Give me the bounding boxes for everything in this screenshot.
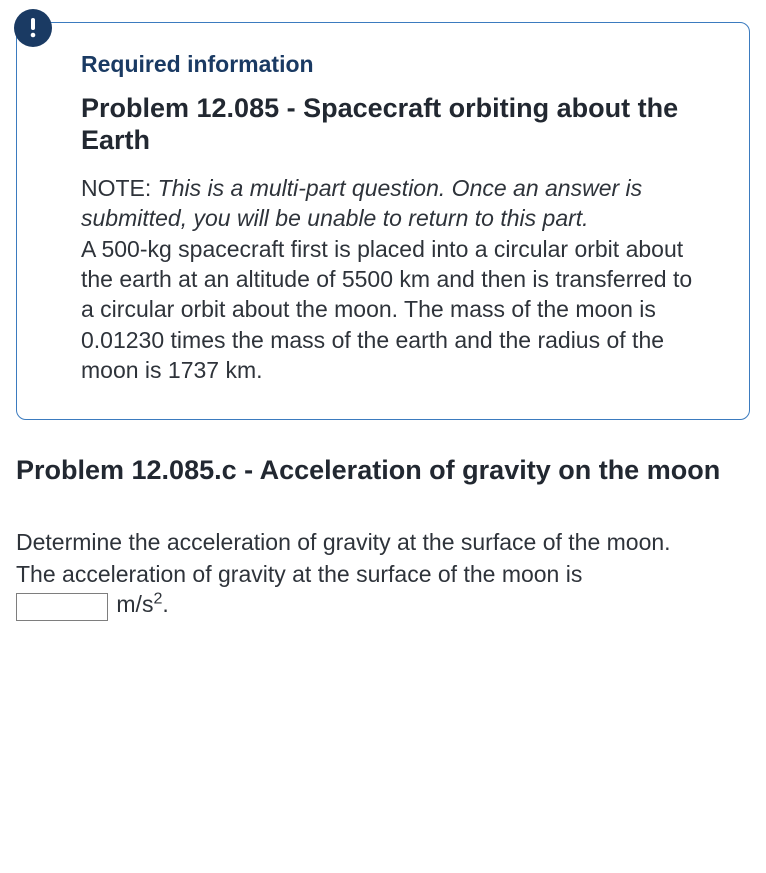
note-italic: This is a multi-part question. Once an a… [81,175,642,231]
answer-unit: m/s2. [116,591,168,617]
answer-row: The acceleration of gravity at the surfa… [16,559,750,621]
question-text: Determine the acceleration of gravity at… [16,527,750,557]
answer-lead: The acceleration of gravity at the surfa… [16,561,582,587]
required-info-box: Required information Problem 12.085 - Sp… [16,22,750,420]
unit-period: . [162,591,168,617]
required-info-heading: Required information [81,51,705,78]
answer-input[interactable] [16,593,108,621]
note-label: NOTE: [81,175,158,201]
exclamation-icon [14,9,52,47]
info-body: A 500-kg spacecraft first is placed into… [81,236,692,383]
problem-title: Problem 12.085 - Spacecraft orbiting abo… [81,92,705,157]
subproblem-title: Problem 12.085.c - Acceleration of gravi… [16,454,750,486]
unit-base: m/s [116,591,153,617]
note-block: NOTE: This is a multi-part question. Onc… [81,173,705,386]
